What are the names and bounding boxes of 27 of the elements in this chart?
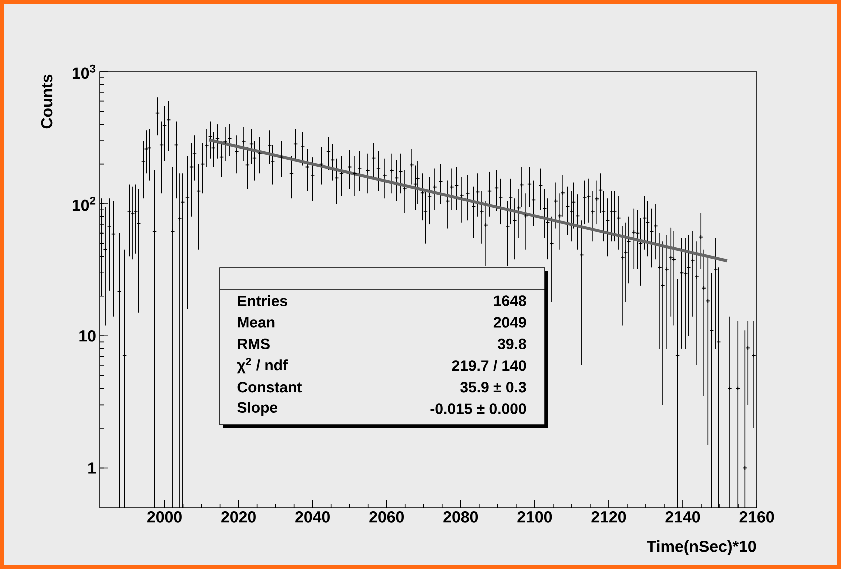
x-tick-label: 2040 [296,512,330,523]
x-tick-label: 2020 [222,512,256,523]
annotation: 219.7 / 140 [452,360,526,372]
annotation: RMS [238,338,270,350]
x-tick-label: 2060 [370,512,404,523]
annotation: 2049 [494,317,526,328]
x-tick-label: 2120 [592,512,626,523]
annotation: -0.015 ± 0.000 [430,404,526,414]
x-axis-title: Time(nSec)*10 [647,540,756,556]
x-tick-label: 2140 [666,512,700,523]
x-tick-label: 2100 [518,512,552,523]
annotation: χ$^{2}$ / ndf [237,358,288,374]
y-tick-label: 10$^{2}$ [72,196,96,212]
annotation: Mean [238,317,275,328]
x-tick-label: 2080 [444,512,478,523]
annotation: 39.8 [498,338,526,350]
annotation: Entries [238,295,288,306]
x-tick-label: 2000 [148,512,182,523]
y-tick-label: 10 [80,330,96,342]
x-tick-label: 2160 [740,512,774,523]
y-axis-title: Counts [41,74,53,129]
annotation: 1648 [494,296,526,306]
annotation: 35.9 ± 0.3 [460,382,526,393]
annotation: Constant [238,382,302,393]
y-tick-label: 10$^{3}$ [72,64,96,80]
annotation: Slope [238,402,278,416]
y-tick-label: 1 [88,462,96,474]
